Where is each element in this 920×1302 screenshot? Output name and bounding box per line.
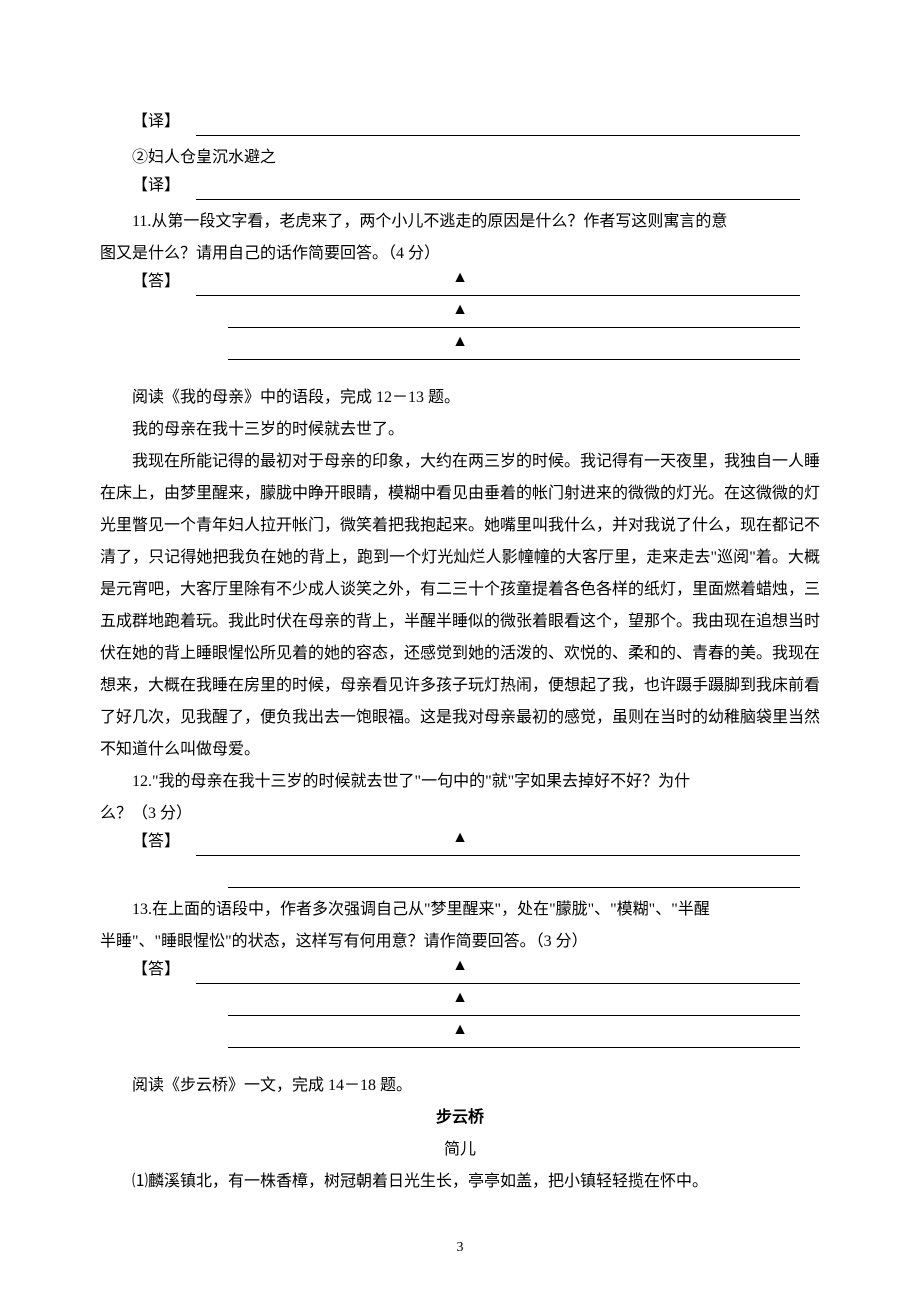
- answer-underline: [196, 983, 800, 984]
- triangle-icon: ▲: [452, 950, 468, 982]
- q10-translation-1-row: 【译】: [100, 110, 820, 142]
- answer-underline: [196, 199, 800, 200]
- answer-underline: [196, 855, 800, 856]
- passage1-p2: 我现在所能记得的最初对于母亲的印象，大约在两三岁的时候。我记得有一天夜里，我独自…: [100, 446, 820, 766]
- triangle-icon: ▲: [452, 294, 468, 326]
- q10-sentence-2: ②妇人仓皇沉水避之: [100, 142, 820, 174]
- triangle-icon: ▲: [452, 262, 468, 294]
- answer-label: 【答】: [132, 266, 180, 298]
- passage1-intro: 阅读《我的母亲》中的语段，完成 12－13 题。: [100, 382, 820, 414]
- answer-underline: [196, 295, 800, 296]
- triangle-icon: ▲: [452, 822, 468, 854]
- passage2-title: 步云桥: [100, 1102, 820, 1134]
- document-page: 【译】 ②妇人仓皇沉水避之 【译】 11.从第一段文字看，老虎来了，两个小儿不逃…: [0, 0, 920, 1302]
- passage2-author: 简儿: [100, 1134, 820, 1166]
- page-number: 3: [0, 1234, 920, 1262]
- passage1-p1: 我的母亲在我十三岁的时候就去世了。: [100, 414, 820, 446]
- answer-underline: [228, 327, 800, 328]
- q13-prompt-line1: 13.在上面的语段中，作者多次强调自己从"梦里醒来"，处在"朦胧"、"模糊"、"…: [100, 894, 820, 926]
- triangle-icon: ▲: [452, 1014, 468, 1046]
- q13-answer-row-3: ▲: [100, 1022, 820, 1054]
- answer-underline: [228, 1015, 800, 1016]
- triangle-icon: ▲: [452, 326, 468, 358]
- answer-underline: [196, 135, 800, 136]
- passage2-intro: 阅读《步云桥》一文，完成 14－18 题。: [100, 1070, 820, 1102]
- q11-answer-row-3: ▲: [100, 334, 820, 366]
- answer-underline: [228, 887, 800, 888]
- answer-underline: [228, 359, 800, 360]
- translation-label: 【译】: [132, 170, 180, 202]
- triangle-icon: ▲: [452, 982, 468, 1014]
- translation-label: 【译】: [132, 106, 180, 138]
- q12-answer-row-1: 【答】 ▲: [100, 830, 820, 862]
- q11-prompt-line1: 11.从第一段文字看，老虎来了，两个小儿不逃走的原因是什么？作者写这则寓言的意: [100, 206, 820, 238]
- q12-answer-row-2: [100, 862, 820, 894]
- q12-prompt-line1: 12."我的母亲在我十三岁的时候就去世了"一句中的"就"字如果去掉好不好？为什: [100, 766, 820, 798]
- answer-label: 【答】: [132, 826, 180, 858]
- spacer: [100, 1054, 820, 1070]
- q10-translation-2-row: 【译】: [100, 174, 820, 206]
- answer-label: 【答】: [132, 954, 180, 986]
- answer-underline: [228, 1047, 800, 1048]
- passage2-p1: ⑴麟溪镇北，有一株香樟，树冠朝着日光生长，亭亭如盖，把小镇轻轻揽在怀中。: [100, 1166, 820, 1198]
- spacer: [100, 366, 820, 382]
